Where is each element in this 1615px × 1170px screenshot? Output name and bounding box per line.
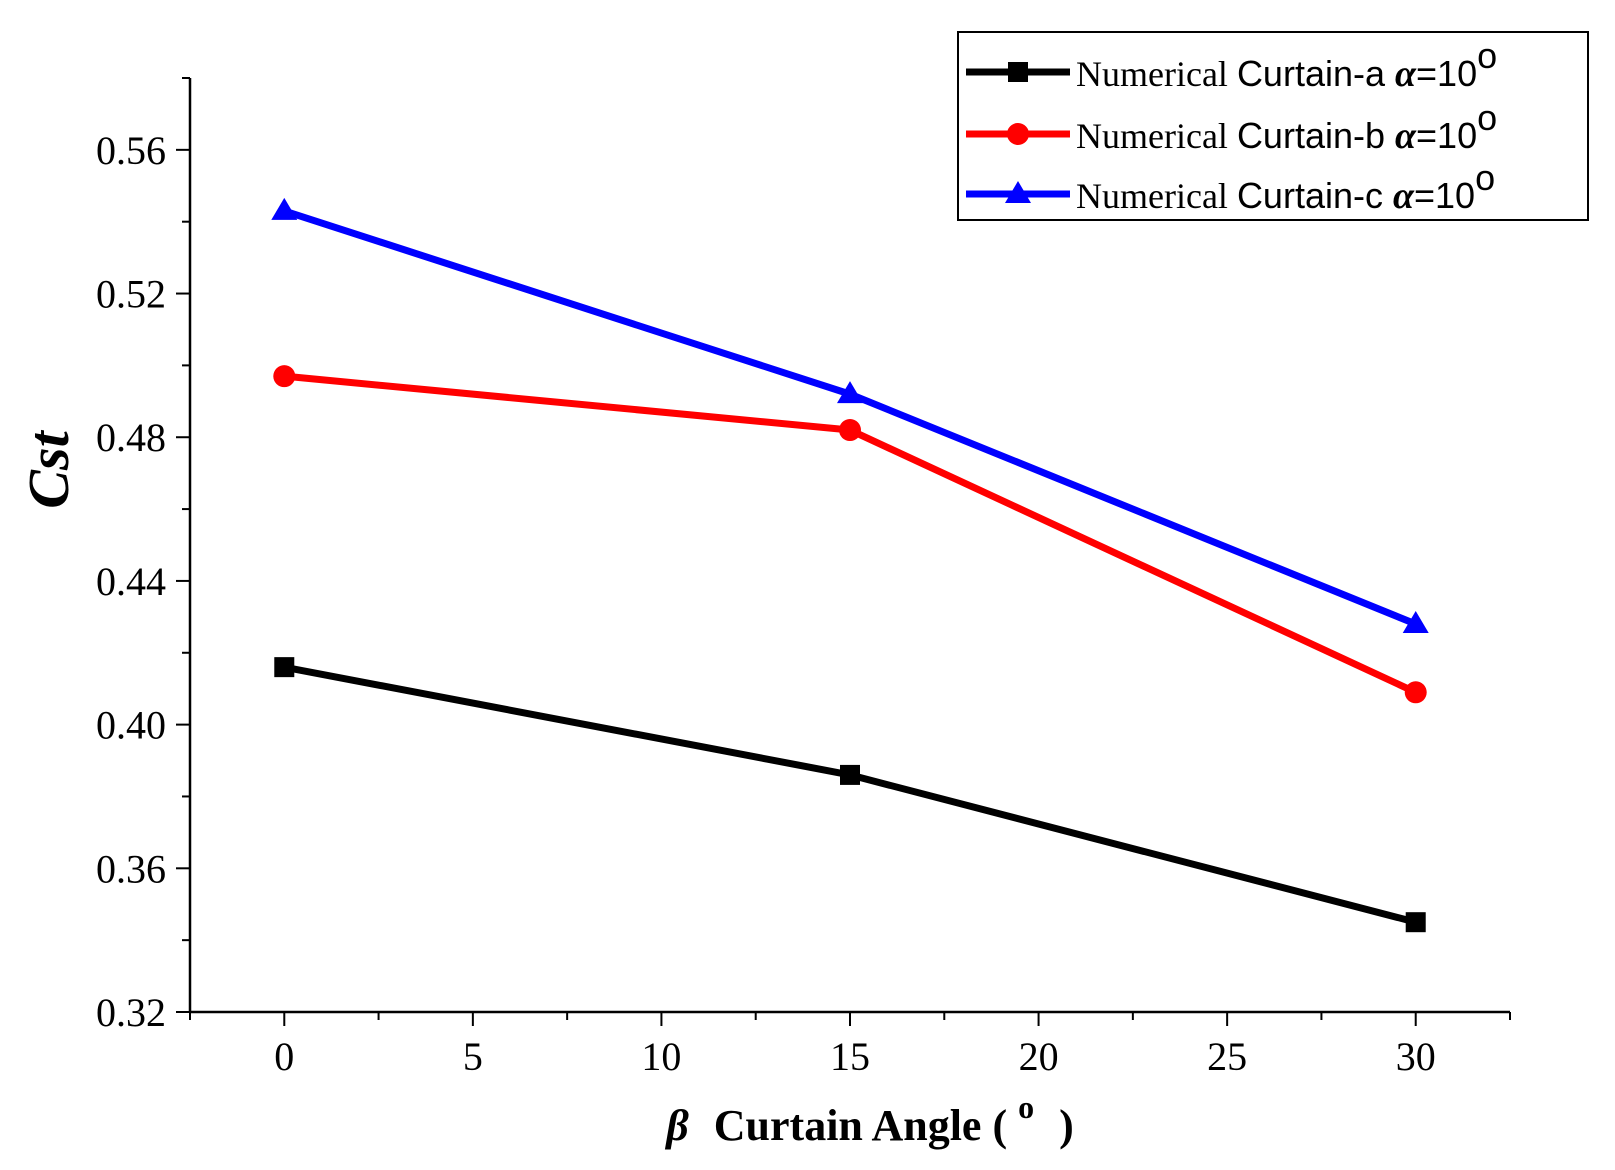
legend-label-curtain-b: Numerical Curtain-b α=10o — [1076, 97, 1497, 157]
x-tick-label: 15 — [830, 1034, 870, 1079]
y-tick-label: 0.32 — [96, 990, 166, 1035]
x-tick-label: 0 — [274, 1034, 294, 1079]
legend-marker-curtain-a — [1008, 62, 1028, 82]
series-line — [283, 663, 1417, 926]
y-tick-label: 0.48 — [96, 415, 166, 460]
legend: Numerical Curtain-a α=10o Numerical Curt… — [957, 31, 1589, 221]
data-point-triangle — [271, 197, 298, 220]
x-tick-label: 10 — [641, 1034, 681, 1079]
x-tick-label: 30 — [1396, 1034, 1436, 1079]
legend-item-curtain-b: Numerical Curtain-b α=10o — [966, 97, 1497, 157]
data-point-square — [840, 764, 860, 785]
y-tick-label: 0.56 — [96, 128, 166, 173]
x-tick-label: 25 — [1207, 1034, 1247, 1079]
x-axis-title-close: ) — [1059, 1101, 1074, 1150]
series-3 — [271, 197, 1429, 634]
x-axis-title-text: Curtain Angle ( — [714, 1101, 1007, 1150]
y-tick-label: 0.40 — [96, 703, 166, 748]
data-point-circle — [839, 419, 861, 442]
legend-item-curtain-a: Numerical Curtain-a α=10o — [966, 35, 1497, 95]
legend-label-curtain-c: Numerical Curtain-c α=10o — [1076, 157, 1495, 217]
data-point-triangle — [1402, 611, 1429, 634]
legend-box — [957, 31, 1589, 221]
legend-item-curtain-c: Numerical Curtain-c α=10o — [966, 157, 1495, 217]
x-axis-title-superscript: o — [1018, 1089, 1034, 1125]
y-axis-title: Cst — [16, 429, 81, 508]
x-tick-label: 5 — [463, 1034, 483, 1079]
data-point-triangle — [837, 381, 863, 404]
axes — [176, 77, 1511, 1026]
series-1 — [274, 657, 1426, 933]
legend-label-curtain-a: Numerical Curtain-a α=10o — [1076, 35, 1497, 95]
y-tick-label: 0.52 — [96, 272, 166, 317]
series-2 — [273, 365, 1427, 704]
data-point-circle — [1404, 681, 1427, 704]
x-axis-title: β Curtain Angle ( o ) — [664, 1079, 1074, 1150]
tick-labels: 0.32 0.36 0.40 0.44 0.48 0.52 0.56 0 5 10 15 20 25 30 — [96, 128, 1436, 1079]
data-point-square — [1405, 912, 1426, 933]
legend-marker-curtain-c — [1005, 181, 1031, 203]
x-axis-title-symbol: β — [664, 1101, 689, 1150]
y-tick-label: 0.44 — [96, 559, 166, 604]
data-point-circle — [273, 365, 296, 388]
y-axis-title-main: C — [16, 469, 81, 509]
data-point-square — [274, 657, 295, 678]
series-layer — [271, 197, 1429, 933]
legend-marker-curtain-b — [1007, 123, 1029, 145]
y-axis-title-sub: st — [16, 429, 81, 471]
x-tick-label: 20 — [1019, 1034, 1059, 1079]
series-line — [283, 207, 1418, 628]
y-tick-label: 0.36 — [96, 846, 166, 891]
